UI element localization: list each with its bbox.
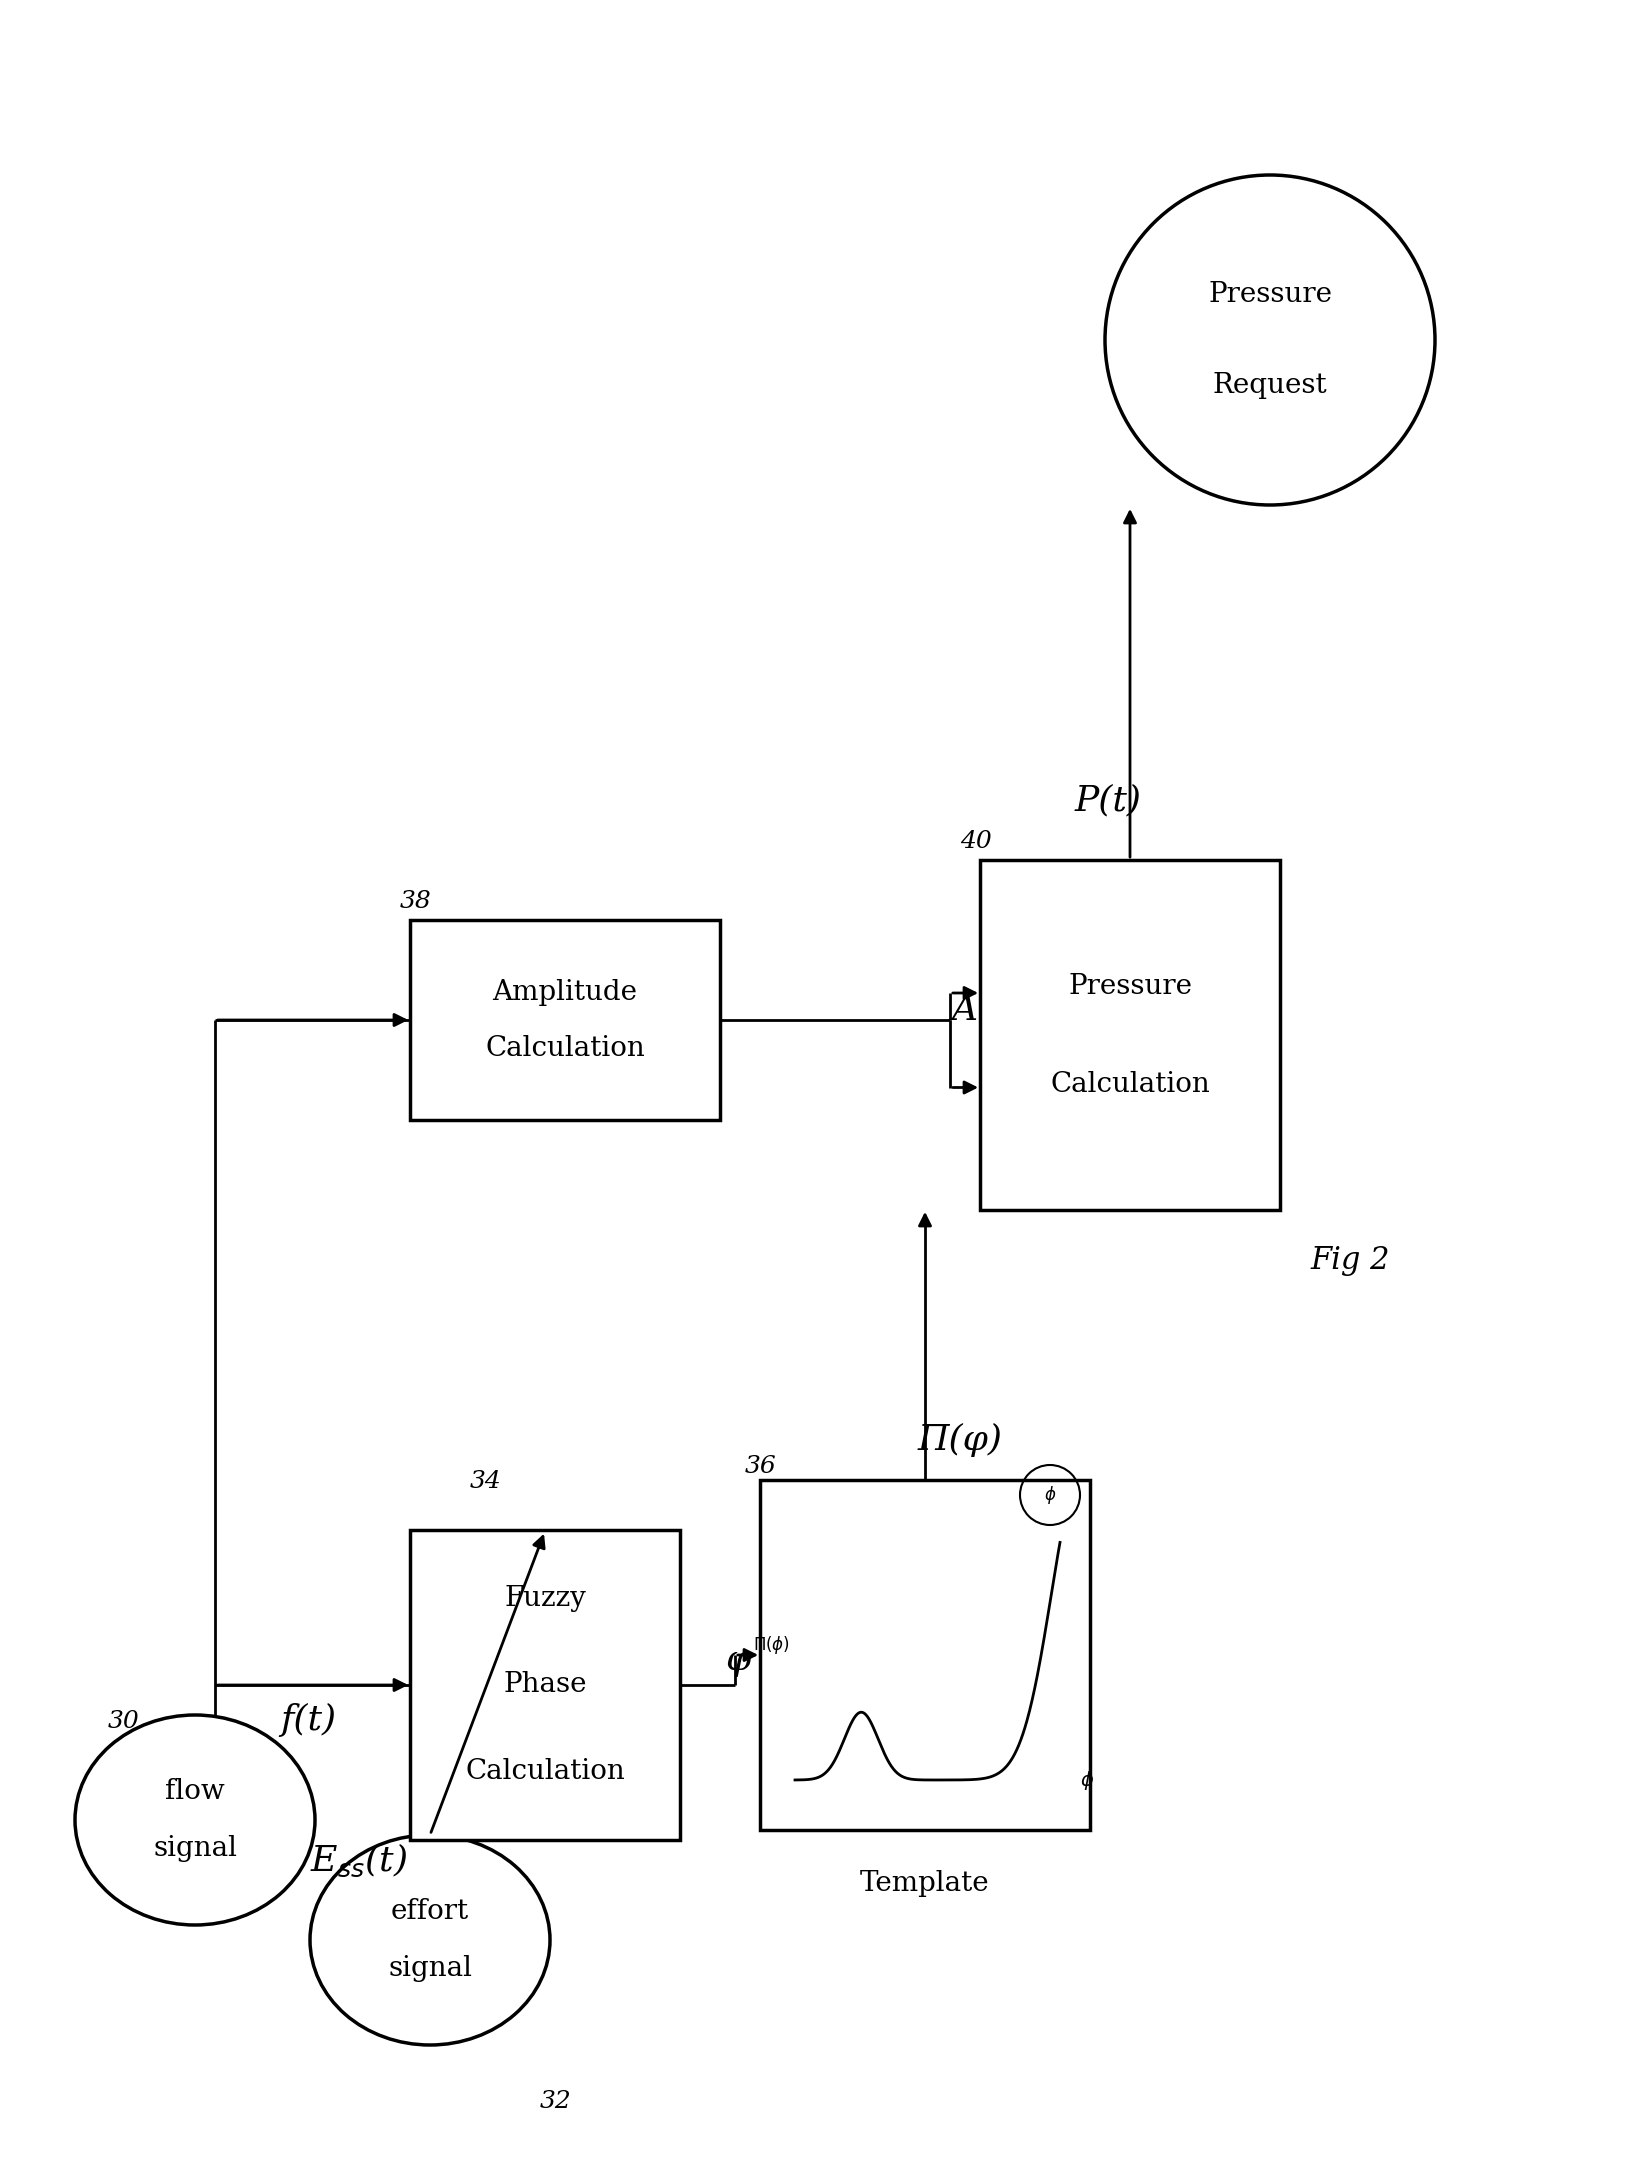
Ellipse shape [75,1714,315,1925]
Text: A: A [951,993,979,1028]
Text: signal: signal [389,1956,472,1982]
Text: 40: 40 [959,830,992,854]
Text: $\phi$: $\phi$ [1044,1483,1057,1505]
Text: $\phi$: $\phi$ [1080,1769,1094,1792]
Text: $\Pi(\phi)$: $\Pi(\phi)$ [753,1634,790,1655]
FancyBboxPatch shape [410,1529,680,1840]
Text: Calculation: Calculation [1050,1072,1210,1098]
Text: f(t): f(t) [280,1703,337,1738]
FancyBboxPatch shape [980,860,1280,1211]
Ellipse shape [1106,174,1436,505]
Ellipse shape [311,1836,550,2045]
Text: Amplitude: Amplitude [493,978,637,1006]
FancyBboxPatch shape [410,919,720,1119]
Text: 36: 36 [745,1455,777,1479]
Text: 34: 34 [470,1470,502,1492]
Text: Calculation: Calculation [485,1035,646,1061]
Text: flow: flow [166,1777,224,1806]
Text: E$_{ss}$(t): E$_{ss}$(t) [311,1840,408,1880]
Text: Phase: Phase [504,1671,587,1699]
Text: φ: φ [725,1642,751,1677]
Text: Request: Request [1213,372,1327,399]
Text: 30: 30 [107,1710,140,1734]
Text: Fig 2: Fig 2 [1311,1244,1390,1276]
Text: Template: Template [860,1871,990,1897]
Text: signal: signal [153,1836,237,1862]
Text: Pressure: Pressure [1208,281,1332,307]
Text: Π(φ): Π(φ) [917,1422,1003,1457]
Text: Fuzzy: Fuzzy [504,1586,585,1612]
Text: effort: effort [390,1897,468,1925]
Text: P(t): P(t) [1075,784,1141,817]
Text: Calculation: Calculation [465,1758,624,1786]
Text: Pressure: Pressure [1068,974,1192,1000]
FancyBboxPatch shape [759,1481,1089,1830]
Text: 32: 32 [540,2091,572,2113]
Text: 38: 38 [400,891,433,913]
